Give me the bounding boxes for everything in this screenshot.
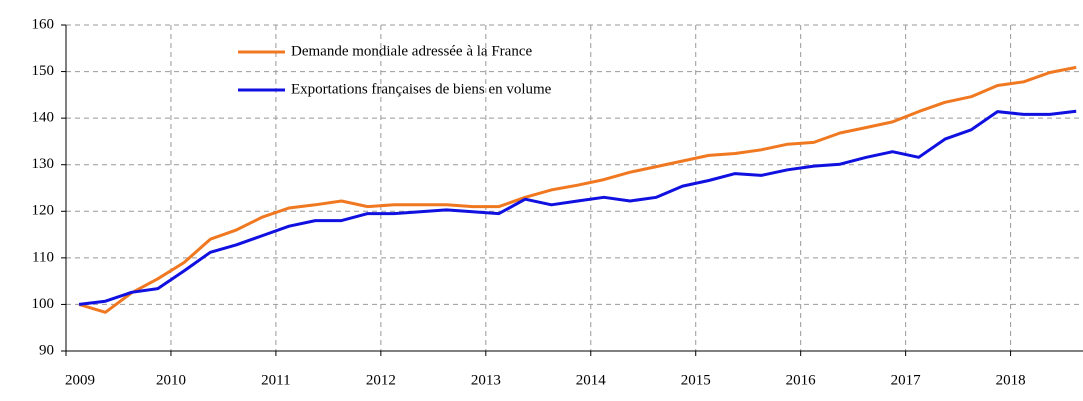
x-tick-label: 2011: [261, 372, 290, 388]
legend-label: Demande mondiale adressée à la France: [291, 43, 532, 59]
y-tick-label: 120: [32, 203, 55, 219]
legend-label: Exportations françaises de biens en volu…: [291, 81, 552, 97]
y-tick-label: 150: [32, 63, 55, 79]
y-tick-label: 130: [32, 156, 55, 172]
y-tick-label: 90: [39, 342, 54, 358]
y-tick-label: 140: [32, 110, 55, 126]
x-tick-label: 2017: [891, 372, 922, 388]
x-tick-label: 2016: [786, 372, 817, 388]
x-tick-label: 2012: [366, 372, 396, 388]
y-tick-label: 100: [32, 296, 55, 312]
x-tick-label: 2014: [576, 372, 607, 388]
x-tick-label: 2009: [65, 372, 95, 388]
data-line: [78, 65, 1077, 314]
data-line: [78, 109, 1077, 306]
x-tick-label: 2013: [471, 372, 501, 388]
x-tick-label: 2018: [996, 372, 1026, 388]
x-tick-label: 2015: [681, 372, 711, 388]
y-tick-label: 110: [32, 249, 54, 265]
x-tick-label: 2010: [156, 372, 186, 388]
y-tick-label: 160: [32, 16, 55, 32]
